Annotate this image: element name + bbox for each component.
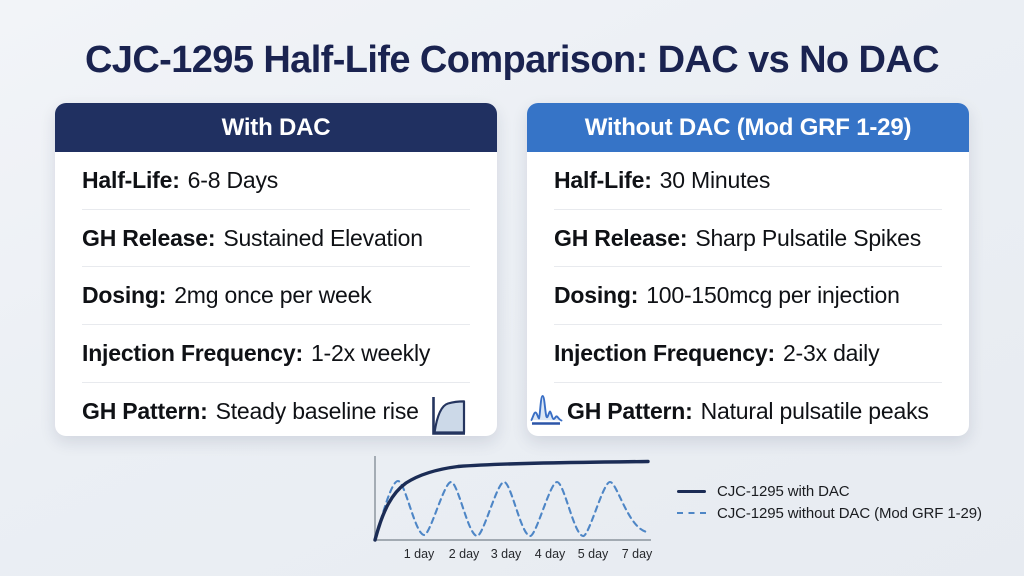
row-value: Steady baseline rise — [215, 397, 419, 424]
without-dac-curve — [373, 479, 649, 542]
row-value: 6-8 Days — [187, 166, 279, 193]
row-label: Injection Frequency: — [82, 339, 303, 366]
row-label: Injection Frequency: — [554, 339, 775, 366]
row-label: GH Pattern: — [567, 397, 693, 424]
row-value: 30 Minutes — [659, 166, 771, 193]
card-with-dac: With DAC Half-Life: 6-8 Days GH Release:… — [55, 103, 497, 436]
card-without-dac-header: Without DAC (Mod GRF 1-29) — [527, 103, 969, 152]
with-dac-curve — [373, 459, 650, 542]
half-life-comparison-chart: 1 day 2 day 3 day 4 day 5 day 7 day — [373, 456, 653, 561]
row-injection-frequency: Injection Frequency: 2-3x daily — [554, 325, 942, 383]
x-tick-4day: 4 day — [535, 547, 566, 561]
chart-axes — [374, 456, 651, 541]
row-label: Half-Life: — [82, 166, 180, 193]
page-title: CJC-1295 Half-Life Comparison: DAC vs No… — [84, 39, 940, 81]
row-half-life: Half-Life: 30 Minutes — [554, 152, 942, 210]
x-tick-1day: 1 day — [404, 547, 435, 561]
card-with-dac-header: With DAC — [55, 103, 497, 152]
row-value: 2-3x daily — [782, 339, 880, 366]
x-tick-5day: 5 day — [578, 547, 609, 561]
row-value: Natural pulsatile peaks — [700, 397, 929, 424]
row-gh-release: GH Release: Sharp Pulsatile Spikes — [554, 210, 942, 268]
row-injection-frequency: Injection Frequency: 1-2x weekly — [82, 325, 470, 383]
x-tick-3day: 3 day — [491, 547, 522, 561]
legend-item-without-dac: CJC-1295 without DAC (Mod GRF 1-29) — [677, 502, 982, 524]
card-without-dac: Without DAC (Mod GRF 1-29) Half-Life: 30… — [527, 103, 969, 436]
row-label: Dosing: — [554, 282, 639, 309]
row-gh-pattern: GH Pattern: Steady baseline rise — [82, 383, 470, 440]
legend-label: CJC-1295 without DAC (Mod GRF 1-29) — [717, 504, 982, 522]
row-value: Sustained Elevation — [223, 224, 423, 251]
row-value: 100-150mcg per injection — [646, 282, 900, 309]
x-tick-2day: 2 day — [449, 547, 480, 561]
row-label: GH Release: — [554, 224, 688, 251]
row-gh-pattern: GH Pattern: Natural pulsatile peaks — [530, 383, 942, 440]
solid-line-swatch — [677, 489, 706, 493]
row-value: 1-2x weekly — [310, 339, 431, 366]
row-label: Dosing: — [82, 282, 167, 309]
row-value: Sharp Pulsatile Spikes — [695, 224, 922, 251]
chart-legend: CJC-1295 with DAC CJC-1295 without DAC (… — [677, 480, 982, 524]
legend-item-with-dac: CJC-1295 with DAC — [677, 480, 982, 502]
row-label: GH Release: — [82, 224, 216, 251]
row-label: GH Pattern: — [82, 397, 208, 424]
row-gh-release: GH Release: Sustained Elevation — [82, 210, 470, 268]
row-half-life: Half-Life: 6-8 Days — [82, 152, 470, 210]
row-value: 2mg once per week — [174, 282, 372, 309]
x-tick-7day: 7 day — [622, 547, 653, 561]
dashed-line-swatch — [677, 512, 706, 514]
row-label: Half-Life: — [554, 166, 652, 193]
row-dosing: Dosing: 100-150mcg per injection — [554, 267, 942, 326]
row-dosing: Dosing: 2mg once per week — [82, 267, 470, 326]
legend-label: CJC-1295 with DAC — [717, 482, 850, 500]
saturation-curve-icon — [431, 397, 465, 435]
pulsatile-peaks-icon — [530, 395, 563, 425]
